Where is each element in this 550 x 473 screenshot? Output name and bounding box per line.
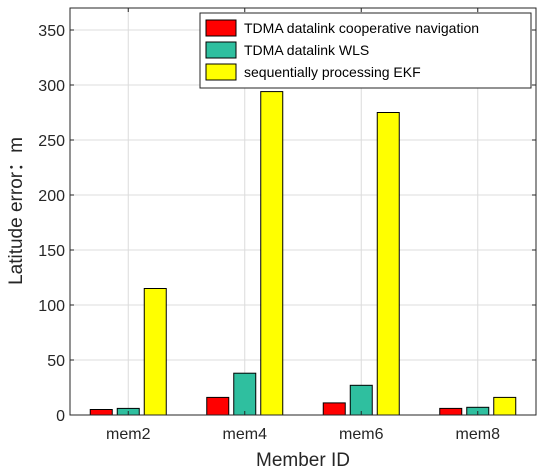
- y-tick-label: 250: [38, 133, 65, 150]
- x-axis-title: Member ID: [256, 450, 350, 471]
- y-tick-label: 50: [47, 353, 65, 370]
- bar-mem6-series-1: [322, 402, 346, 416]
- x-tick-label: mem2: [106, 426, 151, 443]
- plot-frame: [69, 7, 537, 416]
- legend-swatch: [205, 63, 237, 81]
- bars: [89, 91, 517, 416]
- y-tick-label: 300: [38, 78, 65, 95]
- legend: TDMA datalink cooperative navigation TDMA…: [199, 12, 532, 89]
- legend-label: TDMA datalink cooperative navigation: [244, 20, 479, 36]
- legend-label: TDMA datalink WLS: [244, 42, 369, 58]
- bar-mem6-series-3: [376, 112, 400, 416]
- bar-mem8-series-1: [439, 407, 463, 416]
- y-tick-label: 150: [38, 243, 65, 260]
- x-axis: mem2 mem4 mem6 mem8: [106, 8, 500, 443]
- y-axis-title: Latitude error：m: [6, 137, 27, 285]
- legend-swatch: [205, 19, 237, 37]
- y-tick-label: 0: [56, 408, 65, 425]
- x-tick-label: mem4: [223, 426, 268, 443]
- bar-mem2-series-3: [143, 288, 167, 416]
- bar-mem8-series-3: [493, 396, 517, 416]
- bar-mem2-series-1: [89, 409, 113, 416]
- bar-mem4-series-3: [260, 91, 284, 416]
- legend-label: sequentially processing EKF: [244, 64, 421, 80]
- legend-swatch: [205, 41, 237, 59]
- y-axis: 0 50 100 150 200 250 300 350: [38, 23, 536, 425]
- bar-mem4-series-2: [233, 372, 257, 416]
- x-tick-label: mem6: [339, 426, 384, 443]
- x-tick-label: mem8: [456, 426, 501, 443]
- bar-mem4-series-1: [206, 396, 230, 416]
- y-tick-label: 100: [38, 298, 65, 315]
- bar-mem6-series-2: [349, 384, 373, 416]
- legend-box: [199, 12, 532, 89]
- y-tick-label: 350: [38, 23, 65, 40]
- y-tick-label: 200: [38, 188, 65, 205]
